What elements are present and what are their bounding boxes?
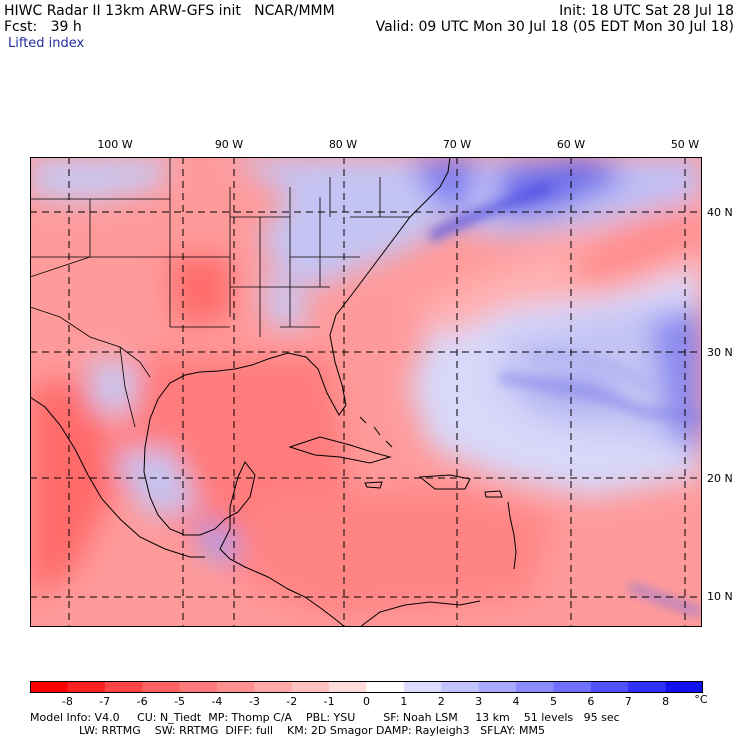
colorbar-tick-label: 7 [624,695,632,708]
colorbar-tick-label: -4 [211,695,223,708]
colorbar-swatch [104,681,143,693]
colorbar-tick-label: -6 [136,695,148,708]
map-frame [30,157,702,627]
colorbar-unit: °C [694,693,708,706]
model-info-line1: Model Info: V4.0 CU: N_Tiedt MP: Thomp C… [30,711,620,724]
forecast-hour: Fcst: 39 h [4,19,82,35]
colorbar-tick-label: 2 [437,695,445,708]
colorbar-swatch [403,681,442,693]
lat-label: 10 N [707,590,733,603]
colorbar-tick-label: 4 [512,695,520,708]
colorbar [30,681,703,693]
state-borders [30,157,410,428]
lon-label: 90 W [214,138,244,151]
colorbar-tick-label: 6 [587,695,595,708]
lon-label: 60 W [556,138,586,151]
coastlines [30,157,517,627]
colorbar-swatch [516,681,554,693]
colorbar-tick-label: -2 [286,695,298,708]
colorbar-tick-label: -8 [61,695,73,708]
lon-label: 100 W [97,138,133,151]
colorbar-swatch [67,681,106,693]
colorbar-tick-label: -7 [99,695,111,708]
colorbar-swatch [478,681,517,693]
init-time: Init: 18 UTC Sat 28 Jul 18 [559,3,734,19]
colorbar-tick-label: 0 [363,695,370,708]
valid-time: Valid: 09 UTC Mon 30 Jul 18 (05 EDT Mon … [375,19,734,35]
colorbar-swatch [291,681,330,693]
colorbar-tick-label: -1 [323,695,335,708]
colorbar-frame [30,681,703,693]
field-details [428,183,702,615]
colorbar-swatch [30,681,68,693]
colorbar-swatch [628,681,667,693]
colorbar-tick-label: -3 [248,695,260,708]
colorbar-swatch [366,681,405,693]
colorbar-tick-label: 5 [549,695,557,708]
model-title: HIWC Radar II 13km ARW-GFS init NCAR/MMM [4,3,335,19]
lon-label: 70 W [442,138,472,151]
colorbar-swatch [553,681,592,693]
lon-label: 50 W [670,138,700,151]
lat-label: 20 N [707,472,733,485]
lat-label: 40 N [707,206,733,219]
colorbar-swatch [329,681,367,693]
colorbar-swatch [142,681,181,693]
colorbar-tick-label: 1 [400,695,408,708]
colorbar-swatch [441,681,480,693]
field-shading [30,157,702,617]
field-name: Lifted index [8,36,85,51]
model-info-line2: LW: RRTMG SW: RRTMG DIFF: full KM: 2D Sm… [30,724,545,737]
colorbar-swatch [254,681,293,693]
colorbar-swatch [590,681,629,693]
lat-lon-grid [30,157,702,627]
colorbar-tick-label: 8 [662,695,670,708]
colorbar-tick-label: -5 [174,695,186,708]
colorbar-swatch [665,681,703,693]
lifted-index-map [30,157,702,627]
colorbar-tick-label: 3 [475,695,483,708]
colorbar-swatch [216,681,255,693]
lon-label: 80 W [328,138,358,151]
lat-label: 30 N [707,346,733,359]
colorbar-swatch [179,681,218,693]
